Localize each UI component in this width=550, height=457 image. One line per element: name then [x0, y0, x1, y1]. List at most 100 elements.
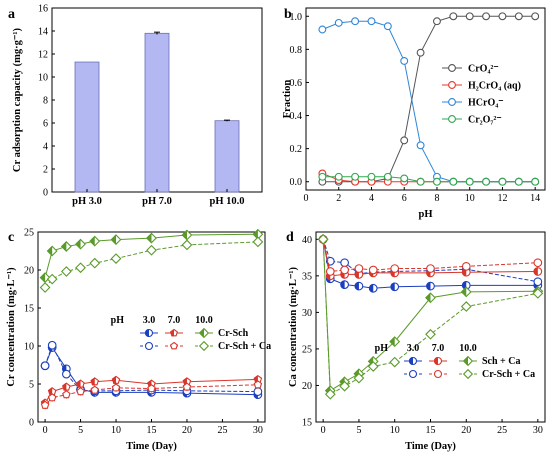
panel-c-point-4-fill	[110, 234, 117, 245]
panel-c-point-3	[76, 387, 85, 396]
panel-c: c 0 5 10 15 20 25 0 5 10 15 20 25 30 pH 3.0 7.0 10.0 Cr-Sc…	[6, 228, 271, 453]
panel-d-point-5	[353, 372, 365, 384]
panel-c-point-5	[181, 239, 193, 251]
panel-b-ytick-label: 0.6	[290, 78, 303, 89]
panel-b-legend-marker	[448, 64, 456, 72]
panel-d-legend-marker-fill	[462, 355, 468, 367]
panel-d-point-4-fill	[389, 336, 395, 347]
panel-b-point-0	[449, 12, 458, 21]
panel-c-point-1	[40, 361, 50, 371]
panel-b-point-0	[465, 12, 474, 21]
panel-b-point-3	[449, 177, 458, 186]
panel-d-legend-header-2: 7.0	[432, 343, 445, 354]
panel-c-letter: c	[8, 230, 14, 245]
panel-d-legend-marker	[433, 369, 443, 379]
panel-c-xtick-label: 25	[217, 425, 227, 436]
panel-c-point-4-fill	[146, 232, 152, 244]
panel-d-point-1	[340, 258, 349, 268]
panel-d-ytick-label: 40	[302, 235, 312, 246]
panel-c-point-5	[60, 266, 72, 277]
panel-d-point-4-fill	[460, 286, 467, 298]
panel-b-point-3	[531, 177, 540, 186]
panel-d-point-5	[367, 361, 379, 372]
panel-c-point-5	[75, 262, 86, 274]
panel-b-point-2	[416, 141, 425, 150]
panel-b-ytick-label: 0.8	[290, 45, 303, 56]
panel-d-xtick-label: 30	[533, 425, 543, 436]
panel-b-point-2	[383, 22, 392, 31]
panel-a-ytick-label: 4	[43, 142, 48, 153]
panel-b-point-2	[334, 18, 343, 27]
panel-d-line-4	[322, 239, 538, 392]
panel-c-point-4-fill	[46, 245, 53, 257]
panel-d-point-3	[533, 258, 543, 268]
panel-d-legend-marker-fill	[408, 356, 413, 366]
panel-d-point-5	[425, 328, 436, 340]
panel-c-legend-row-0: Cr-Sch	[218, 328, 249, 339]
panel-c-legend-marker	[144, 341, 154, 351]
panel-a-ytick-label: 12	[38, 50, 48, 61]
panel-b-point-0	[498, 12, 507, 21]
panel-b-legend-label-3: Cr₂O₇²⁻	[468, 115, 502, 126]
panel-d-point-3	[461, 261, 471, 271]
panel-c-point-3	[253, 380, 263, 389]
panel-a-bar-1	[144, 32, 170, 193]
panel-d-point-0-fill	[340, 280, 345, 289]
panel-b-xlabel: pH	[418, 209, 432, 220]
panel-c-point-3	[147, 384, 156, 393]
panel-c-point-5	[146, 244, 157, 256]
panel-d-point-5	[460, 301, 472, 312]
panel-c-legend-header-3: 10.0	[195, 315, 213, 326]
panel-c-point-2-fill	[76, 379, 81, 388]
panel-b: b 0.0 0.2 0.4 0.6 0.8 1.0 0 2 4 6 8 10 12 14 CrO₄²⁻ H₂Cr…	[282, 7, 546, 220]
panel-d-ytick-label: 35	[302, 271, 312, 282]
panel-b-point-0	[514, 12, 523, 21]
panel-b-point-0	[416, 48, 425, 57]
panel-b-point-3	[482, 177, 491, 186]
panel-b-xtick-label: 8	[434, 193, 439, 204]
panel-c-xtick-label: 0	[43, 425, 48, 436]
panel-c-xtick-label: 20	[182, 425, 192, 436]
panel-b-legend-marker	[448, 98, 456, 106]
panel-d-point-3	[354, 264, 364, 273]
panel-d-legend-header-3: 10.0	[459, 343, 477, 354]
panel-d-legend-header-1: 3.0	[407, 343, 420, 354]
panel-d-point-0-fill	[426, 281, 431, 291]
panel-b-legend-label-2: HCrO₄⁻	[468, 98, 504, 109]
panel-b-legend-label-0: CrO₄²⁻	[468, 64, 499, 75]
panel-d-xtick-label: 15	[426, 425, 436, 436]
panel-d-ytick-label: 30	[302, 308, 312, 319]
panel-a-ytick-label: 10	[38, 73, 48, 84]
panel-d-legend-marker-fill	[433, 356, 438, 366]
panel-d-point-3	[325, 267, 335, 276]
panel-b-legend-marker	[448, 81, 456, 89]
panel-d-ytick-label: 20	[302, 381, 312, 392]
panel-a-category-0: pH 3.0	[72, 196, 102, 207]
panel-c-legend-marker-fill	[170, 328, 174, 337]
panel-d-xtick-label: 0	[321, 425, 326, 436]
panel-d-point-0-fill	[461, 280, 467, 290]
panel-c-point-3	[111, 383, 121, 392]
panel-c-legend-marker-fill	[144, 328, 149, 338]
panel-c-point-4-fill	[252, 228, 258, 240]
panel-c-ylabel: Cr concentration (mg·L⁻¹)	[6, 267, 17, 387]
panel-c-line-1	[44, 343, 258, 393]
panel-d-legend-row-0: Sch + Ca	[482, 356, 520, 367]
panel-c-line-3	[44, 384, 258, 406]
panel-c-legend-header-0: pH	[111, 315, 125, 326]
panel-d-legend-row-1: Cr-Sch + Ca	[482, 369, 535, 380]
panel-c-point-4-fill	[181, 229, 187, 241]
panel-b-point-3	[514, 177, 523, 186]
panel-a-category-2: pH 10.0	[209, 196, 244, 207]
panel-a-category-1: pH 7.0	[142, 196, 172, 207]
panel-d-point-3	[340, 265, 349, 275]
panel-d-point-5	[532, 288, 544, 299]
panel-d-point-0-fill	[368, 283, 374, 293]
panel-c-ytick-label: 15	[24, 304, 34, 315]
panel-b-ytick-label: 0.4	[290, 111, 303, 122]
panel-b-point-0	[433, 17, 441, 26]
panel-a-bar-2	[214, 120, 240, 193]
panel-a-ytick-label: 0	[43, 188, 48, 199]
panel-c-point-5	[39, 282, 51, 293]
panel-c-xtick-label: 30	[253, 425, 263, 436]
